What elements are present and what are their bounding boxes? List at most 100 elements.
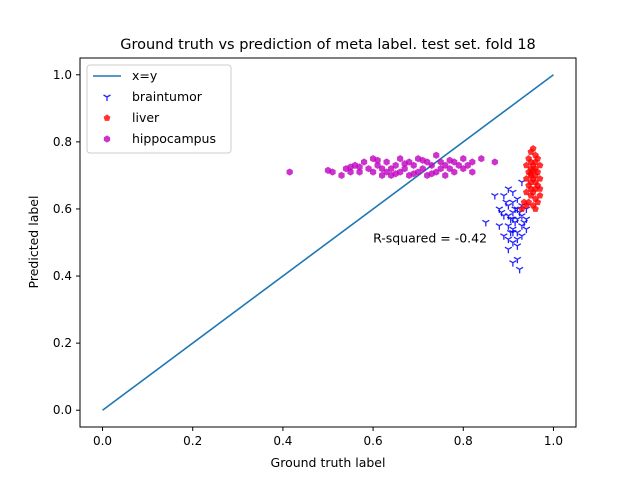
braintumor-point xyxy=(495,223,504,230)
y-axis-ticks: 0.0 0.2 0.4 0.6 0.8 1.0 xyxy=(53,68,80,417)
braintumor-point xyxy=(511,219,519,227)
braintumor-point xyxy=(500,192,508,200)
y-tick-label: 0.0 xyxy=(53,403,72,417)
hippocampus-point xyxy=(469,168,476,176)
liver-point xyxy=(529,144,537,152)
braintumor-point xyxy=(511,206,519,213)
hippocampus-point xyxy=(419,156,426,164)
hippocampus-point xyxy=(419,165,426,173)
hippocampus-point xyxy=(356,168,363,176)
liver-point xyxy=(536,175,544,182)
hippocampus-point xyxy=(369,168,377,176)
hippocampus-point xyxy=(356,163,363,171)
legend: x=y braintumor liver hippocampus xyxy=(86,64,232,154)
x-tick-label: 0.0 xyxy=(93,434,112,448)
legend-label: braintumor xyxy=(132,89,203,104)
braintumor-point xyxy=(513,196,522,203)
liver-point xyxy=(522,202,530,209)
hippocampus-point xyxy=(374,156,381,164)
hippocampus-point xyxy=(347,163,354,171)
legend-item-x-equals-y: x=y xyxy=(93,68,158,83)
liver-point xyxy=(522,175,530,182)
liver-point xyxy=(534,155,542,162)
braintumor-point xyxy=(509,229,517,237)
braintumor-point xyxy=(502,199,510,207)
hippocampus-point xyxy=(491,158,498,166)
braintumor-point xyxy=(509,239,517,247)
series-liver xyxy=(518,144,544,212)
plot-frame xyxy=(79,57,577,428)
braintumor-point xyxy=(500,233,508,240)
legend-label: hippocampus xyxy=(132,131,216,146)
braintumor-point xyxy=(515,266,524,274)
braintumor-point xyxy=(513,236,522,244)
y-tick-label: 0.8 xyxy=(53,135,72,149)
braintumor-point xyxy=(509,189,517,197)
braintumor-point xyxy=(482,219,490,227)
braintumor-point xyxy=(506,216,515,224)
braintumor-point xyxy=(518,233,526,240)
legend-item-braintumor: braintumor xyxy=(103,89,203,104)
hippocampus-point xyxy=(478,155,485,163)
y-tick-label: 1.0 xyxy=(53,68,72,82)
hippocampus-point xyxy=(383,158,390,166)
r-squared-annotation: R-squared = -0.42 xyxy=(373,231,487,246)
hippocampus-point xyxy=(392,161,399,169)
legend-marker-swatch xyxy=(103,114,111,121)
reference-line-x-equals-y xyxy=(102,74,554,411)
braintumor-point xyxy=(513,243,522,250)
braintumor-point xyxy=(513,256,522,264)
liver-point xyxy=(522,188,530,196)
braintumor-point xyxy=(509,260,517,267)
hippocampus-point xyxy=(410,161,417,169)
braintumor-point xyxy=(522,226,531,234)
legend-box xyxy=(86,64,232,154)
liver-point xyxy=(536,191,544,199)
liver-point xyxy=(522,161,530,169)
reference-line-layer xyxy=(102,74,554,411)
hippocampus-point xyxy=(347,168,354,176)
data-points-layer xyxy=(286,144,544,274)
hippocampus-point xyxy=(401,160,408,168)
legend-marker-swatch xyxy=(103,94,111,101)
hippocampus-point xyxy=(446,156,453,164)
y-axis-label: Predicted label xyxy=(26,196,41,289)
chart-title: Ground truth vs prediction of meta label… xyxy=(120,37,536,53)
x-tick-label: 0.6 xyxy=(364,434,383,448)
hippocampus-point xyxy=(286,168,293,176)
hippocampus-point xyxy=(428,170,435,178)
x-tick-label: 0.4 xyxy=(273,434,292,448)
legend-item-liver: liver xyxy=(103,110,160,125)
hippocampus-point xyxy=(329,168,336,176)
hippocampus-point xyxy=(397,155,404,163)
legend-label: x=y xyxy=(132,68,158,83)
hippocampus-point xyxy=(460,155,467,163)
y-tick-label: 0.4 xyxy=(53,269,72,283)
liver-point xyxy=(536,161,544,169)
x-tick-label: 1.0 xyxy=(544,434,563,448)
liver-point xyxy=(536,185,544,192)
liver-point xyxy=(518,205,526,212)
braintumor-point xyxy=(522,216,531,224)
y-tick-label: 0.2 xyxy=(53,336,72,350)
y-tick-label: 0.6 xyxy=(53,202,72,216)
hippocampus-point xyxy=(401,165,408,173)
liver-point xyxy=(529,166,537,174)
hippocampus-point xyxy=(338,171,345,180)
liver-point xyxy=(534,198,542,206)
hippocampus-point xyxy=(383,168,390,176)
hippocampus-point xyxy=(360,158,368,166)
hippocampus-point xyxy=(442,171,449,180)
braintumor-point xyxy=(504,186,513,193)
hippocampus-point xyxy=(428,161,435,169)
x-axis-label: Ground truth label xyxy=(271,455,386,470)
legend-marker-swatch xyxy=(103,135,111,143)
hippocampus-point xyxy=(451,168,458,176)
legend-label: liver xyxy=(132,110,160,125)
legend-item-hippocampus: hippocampus xyxy=(103,131,216,146)
braintumor-point xyxy=(491,192,499,200)
liver-point xyxy=(531,205,539,212)
braintumor-point xyxy=(497,209,506,217)
hippocampus-point xyxy=(433,151,440,159)
